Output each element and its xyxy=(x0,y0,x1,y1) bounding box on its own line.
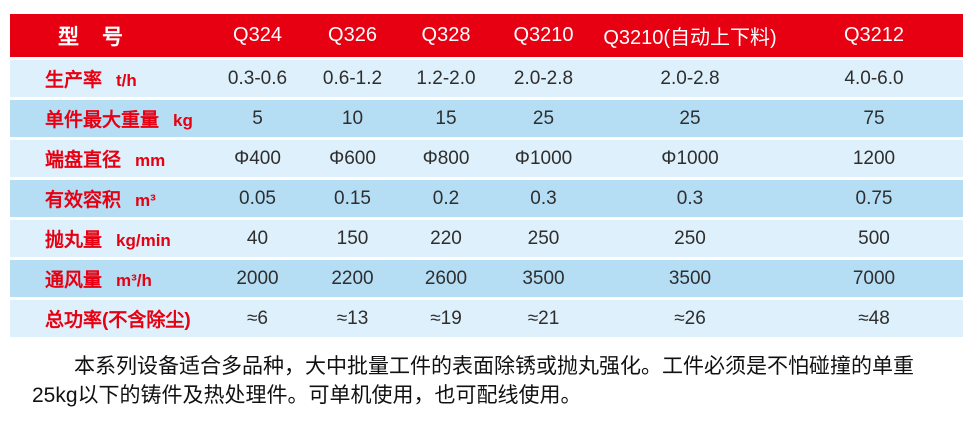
row-label-cell: 单件最大重量 kg xyxy=(10,100,210,137)
cell-value: 40 xyxy=(210,220,305,257)
header-model-q3210-auto: Q3210(自动上下料) xyxy=(595,14,785,57)
row-label-cell: 总功率(不含除尘) xyxy=(10,300,210,337)
row-label-cell: 端盘直径 mm xyxy=(10,140,210,177)
cell-value: 1200 xyxy=(785,140,963,177)
row-label: 通风量 xyxy=(45,270,103,291)
row-label: 抛丸量 xyxy=(45,230,103,251)
cell-value: ≈6 xyxy=(210,300,305,337)
row-unit: m³ xyxy=(135,191,156,210)
table-row-max-piece-weight: 单件最大重量 kg 5 10 15 25 25 75 xyxy=(10,100,963,137)
cell-value: 150 xyxy=(305,220,400,257)
cell-value: 25 xyxy=(595,100,785,137)
row-label: 生产率 xyxy=(45,70,103,91)
spec-table: 型 号 Q324 Q326 Q328 Q3210 Q3210(自动上下料) Q3… xyxy=(10,11,963,340)
cell-value: 2000 xyxy=(210,260,305,297)
cell-value: ≈21 xyxy=(492,300,595,337)
cell-value: Φ600 xyxy=(305,140,400,177)
row-unit: kg xyxy=(173,111,193,130)
header-model-q326: Q326 xyxy=(305,14,400,57)
table-row-effective-volume: 有效容积 m³ 0.05 0.15 0.2 0.3 0.3 0.75 xyxy=(10,180,963,217)
cell-value: ≈19 xyxy=(400,300,492,337)
header-model-label: 型 号 xyxy=(10,14,210,57)
cell-value: 4.0-6.0 xyxy=(785,60,963,97)
row-unit: t/h xyxy=(116,71,137,90)
table-row-production-rate: 生产率 t/h 0.3-0.6 0.6-1.2 1.2-2.0 2.0-2.8 2… xyxy=(10,60,963,97)
cell-value: 2.0-2.8 xyxy=(595,60,785,97)
row-label: 有效容积 xyxy=(45,190,122,211)
row-unit: mm xyxy=(135,151,166,170)
table-row-ventilation: 通风量 m³/h 2000 2200 2600 3500 3500 7000 xyxy=(10,260,963,297)
header-model-q3212: Q3212 xyxy=(785,14,963,57)
cell-value: Φ400 xyxy=(210,140,305,177)
cell-value: 3500 xyxy=(595,260,785,297)
cell-value: 1.2-2.0 xyxy=(400,60,492,97)
table-row-disc-diameter: 端盘直径 mm Φ400 Φ600 Φ800 Φ1000 Φ1000 1200 xyxy=(10,140,963,177)
cell-value: 220 xyxy=(400,220,492,257)
cell-value: 3500 xyxy=(492,260,595,297)
cell-value: 0.3-0.6 xyxy=(210,60,305,97)
cell-value: 500 xyxy=(785,220,963,257)
row-label-cell: 有效容积 m³ xyxy=(10,180,210,217)
row-label-cell: 通风量 m³/h xyxy=(10,260,210,297)
cell-value: 250 xyxy=(492,220,595,257)
cell-value: 250 xyxy=(595,220,785,257)
description-paragraph: 本系列设备适合多品种，大中批量工件的表面除锈或抛丸强化。工件必须是不怕碰撞的单重… xyxy=(32,355,914,407)
cell-value: ≈26 xyxy=(595,300,785,337)
cell-value: 0.05 xyxy=(210,180,305,217)
row-unit: m³/h xyxy=(116,271,152,290)
cell-value: ≈48 xyxy=(785,300,963,337)
header-model-q324: Q324 xyxy=(210,14,305,57)
cell-value: 0.3 xyxy=(595,180,785,217)
table-row-shot-flow: 抛丸量 kg/min 40 150 220 250 250 500 xyxy=(10,220,963,257)
spec-table-container: 型 号 Q324 Q326 Q328 Q3210 Q3210(自动上下料) Q3… xyxy=(10,11,963,340)
cell-value: 2600 xyxy=(400,260,492,297)
cell-value: 10 xyxy=(305,100,400,137)
header-model-q3210: Q3210 xyxy=(492,14,595,57)
cell-value: 2200 xyxy=(305,260,400,297)
cell-value: 0.75 xyxy=(785,180,963,217)
row-label-cell: 抛丸量 kg/min xyxy=(10,220,210,257)
cell-value: Φ1000 xyxy=(492,140,595,177)
header-model-q328: Q328 xyxy=(400,14,492,57)
row-label: 端盘直径 xyxy=(45,150,122,171)
table-header-row: 型 号 Q324 Q326 Q328 Q3210 Q3210(自动上下料) Q3… xyxy=(10,14,963,57)
row-label: 单件最大重量 xyxy=(45,110,160,131)
cell-value: 7000 xyxy=(785,260,963,297)
row-label: 总功率(不含除尘) xyxy=(45,310,191,331)
cell-value: Φ800 xyxy=(400,140,492,177)
table-row-total-power: 总功率(不含除尘) ≈6 ≈13 ≈19 ≈21 ≈26 ≈48 xyxy=(10,300,963,337)
cell-value: 2.0-2.8 xyxy=(492,60,595,97)
cell-value: 75 xyxy=(785,100,963,137)
cell-value: 15 xyxy=(400,100,492,137)
cell-value: 0.2 xyxy=(400,180,492,217)
row-unit: kg/min xyxy=(116,231,171,250)
cell-value: 0.3 xyxy=(492,180,595,217)
cell-value: ≈13 xyxy=(305,300,400,337)
cell-value: Φ1000 xyxy=(595,140,785,177)
cell-value: 25 xyxy=(492,100,595,137)
cell-value: 5 xyxy=(210,100,305,137)
row-label-cell: 生产率 t/h xyxy=(10,60,210,97)
cell-value: 0.6-1.2 xyxy=(305,60,400,97)
cell-value: 0.15 xyxy=(305,180,400,217)
